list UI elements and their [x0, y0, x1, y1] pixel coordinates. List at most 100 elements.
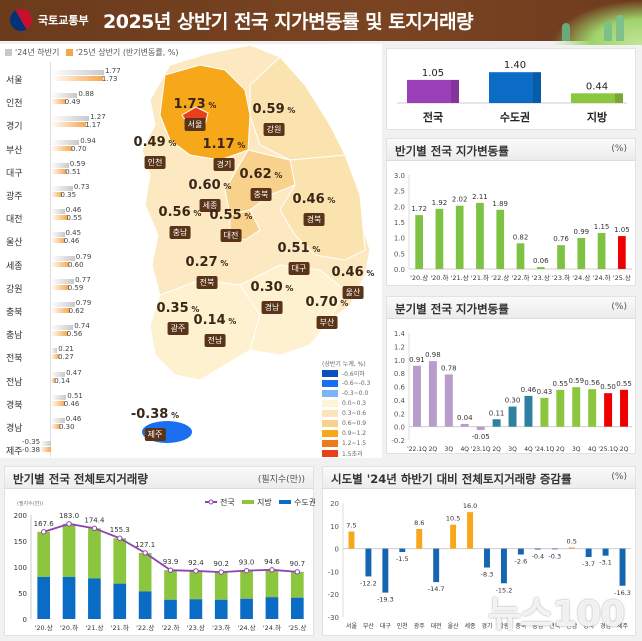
- svg-text:-0.2: -0.2: [391, 437, 405, 445]
- svg-text:16.0: 16.0: [463, 502, 477, 510]
- svg-text:'25.상: '25.상: [288, 623, 306, 632]
- svg-text:2Q: 2Q: [492, 446, 501, 453]
- svg-text:'23.하: '23.하: [552, 273, 570, 282]
- svg-text:'20.하: '20.하: [60, 623, 78, 632]
- svg-text:0.46: 0.46: [521, 386, 537, 394]
- svg-text:1.40: 1.40: [504, 60, 526, 71]
- svg-text:인천: 인천: [397, 622, 408, 630]
- svg-text:0.55: 0.55: [553, 380, 569, 388]
- svg-text:'23.상: '23.상: [187, 623, 205, 632]
- svg-text:1.2: 1.2: [394, 343, 405, 351]
- svg-text:0.78: 0.78: [441, 364, 457, 372]
- svg-text:'24.상: '24.상: [238, 623, 256, 632]
- svg-text:2Q: 2Q: [556, 446, 565, 453]
- svg-text:수도권: 수도권: [294, 497, 315, 507]
- svg-text:제주: 제주: [617, 622, 629, 630]
- region-name: 인천: [6, 99, 23, 110]
- map-region-label: -0.38 % 제주: [130, 407, 180, 441]
- svg-text:2Q: 2Q: [429, 446, 438, 453]
- regional-row: 대전 0.46 0.55: [6, 206, 83, 226]
- summary-panel: 1.05 전국 1.40 수도권 0.44 지방: [386, 48, 636, 130]
- regional-row: 충북 0.79 0.62: [6, 299, 92, 319]
- map-legend-item: -0.3~0.0: [322, 388, 370, 398]
- government-logo-icon: [5, 4, 37, 36]
- svg-text:90.7: 90.7: [290, 560, 306, 568]
- map-region-label: 1.73 % 서울: [173, 97, 217, 131]
- svg-text:전국: 전국: [423, 110, 443, 124]
- svg-text:0.5: 0.5: [394, 250, 405, 258]
- half-year-change-title: 반기별 전국 지가변동률 (%): [387, 139, 635, 161]
- svg-text:174.4: 174.4: [84, 516, 105, 524]
- svg-text:50: 50: [18, 590, 27, 598]
- map-region-label: 0.49 % 인천: [133, 135, 177, 169]
- regional-row: 경남 0.46 0.30: [6, 415, 82, 435]
- map-region-label: 0.35 % 광주: [156, 301, 200, 335]
- region-name: 울산: [6, 238, 23, 249]
- svg-text:0.8: 0.8: [394, 370, 405, 378]
- svg-text:서울: 서울: [346, 622, 358, 630]
- regional-transaction-change-title: 시도별 '24년 하반기 대비 전체토지거래량 증감률 (%): [323, 467, 635, 489]
- svg-text:1.72: 1.72: [411, 205, 427, 213]
- region-name: 경기: [6, 122, 23, 133]
- svg-text:-16.3: -16.3: [614, 589, 631, 597]
- svg-text:1.89: 1.89: [492, 200, 508, 208]
- svg-text:0.30: 0.30: [505, 397, 521, 405]
- svg-text:0.56: 0.56: [584, 379, 600, 387]
- svg-text:광주: 광주: [414, 623, 426, 630]
- svg-text:1.92: 1.92: [432, 199, 448, 207]
- svg-text:10.5: 10.5: [446, 515, 460, 523]
- svg-text:'24.하: '24.하: [263, 623, 281, 632]
- svg-text:155.3: 155.3: [110, 526, 130, 534]
- regional-row: 충남 0.74 0.56: [6, 322, 90, 342]
- map-region-label: 0.62 % 충북: [239, 167, 283, 201]
- svg-text:0.59: 0.59: [568, 377, 584, 385]
- svg-text:0.5: 0.5: [567, 537, 577, 545]
- svg-text:-8.3: -8.3: [481, 571, 494, 579]
- svg-text:'22.상: '22.상: [491, 273, 509, 282]
- map-region-label: 0.56 % 충남: [158, 205, 202, 239]
- svg-text:93.9: 93.9: [163, 558, 179, 566]
- region-name: 서울: [6, 76, 23, 86]
- region-name: 충북: [6, 308, 23, 318]
- region-name: 경남: [6, 424, 23, 434]
- svg-text:0.76: 0.76: [553, 235, 569, 243]
- map-legend-item: 0.9~1.2: [322, 428, 370, 438]
- svg-text:3Q: 3Q: [445, 446, 454, 453]
- transaction-volume-panel: 반기별 전국 전체토지거래량 (필지수(만)) (필지수(만)) 0 50 100 150…: [4, 466, 316, 636]
- region-name: 제주: [6, 447, 23, 458]
- svg-text:0.0: 0.0: [394, 266, 405, 274]
- svg-text:'25.1Q: '25.1Q: [598, 446, 618, 453]
- svg-text:127.1: 127.1: [135, 541, 155, 549]
- svg-text:-14.7: -14.7: [428, 585, 445, 593]
- svg-text:'24.1Q: '24.1Q: [535, 446, 555, 453]
- svg-text:0.98: 0.98: [425, 351, 441, 359]
- svg-text:-19.3: -19.3: [377, 596, 394, 604]
- svg-text:2Q: 2Q: [620, 446, 629, 453]
- svg-text:대구: 대구: [380, 622, 392, 630]
- region-name: 전북: [6, 354, 23, 365]
- region-name: 세종: [6, 261, 23, 272]
- region-name: 충남: [6, 331, 23, 342]
- regional-row: 경기 1.27 1.17: [6, 113, 106, 133]
- svg-text:'23.상: '23.상: [532, 273, 550, 282]
- regional-transaction-change-panel: 시도별 '24년 하반기 대비 전체토지거래량 증감률 (%) -30 -20 -10…: [322, 466, 636, 636]
- svg-text:150: 150: [14, 538, 27, 546]
- svg-text:2.02: 2.02: [452, 196, 468, 204]
- svg-text:0.06: 0.06: [533, 257, 549, 265]
- map-region-label: 0.70 % 부산: [305, 295, 349, 329]
- svg-text:93.0: 93.0: [239, 559, 255, 567]
- svg-text:'21.상: '21.상: [451, 273, 469, 282]
- region-name: 강원: [6, 284, 23, 295]
- svg-text:2.11: 2.11: [472, 193, 488, 201]
- svg-text:'23.1Q: '23.1Q: [471, 446, 491, 453]
- svg-text:0.44: 0.44: [586, 81, 608, 92]
- region-name: 광주: [6, 192, 23, 202]
- svg-text:4Q: 4Q: [460, 446, 469, 453]
- svg-text:1.15: 1.15: [594, 223, 610, 231]
- regional-row: 경북 0.51 0.46: [6, 391, 83, 411]
- map-legend-item: 0.3~0.6: [322, 408, 370, 418]
- svg-text:3Q: 3Q: [508, 446, 517, 453]
- svg-text:1.05: 1.05: [422, 68, 444, 79]
- svg-text:(필지수(만)): (필지수(만)): [17, 500, 43, 507]
- half-year-change-panel: 반기별 전국 지가변동률 (%) 0.0 0.5 1.0 1.5 2.0 2.5 3.0 1.7…: [386, 138, 636, 286]
